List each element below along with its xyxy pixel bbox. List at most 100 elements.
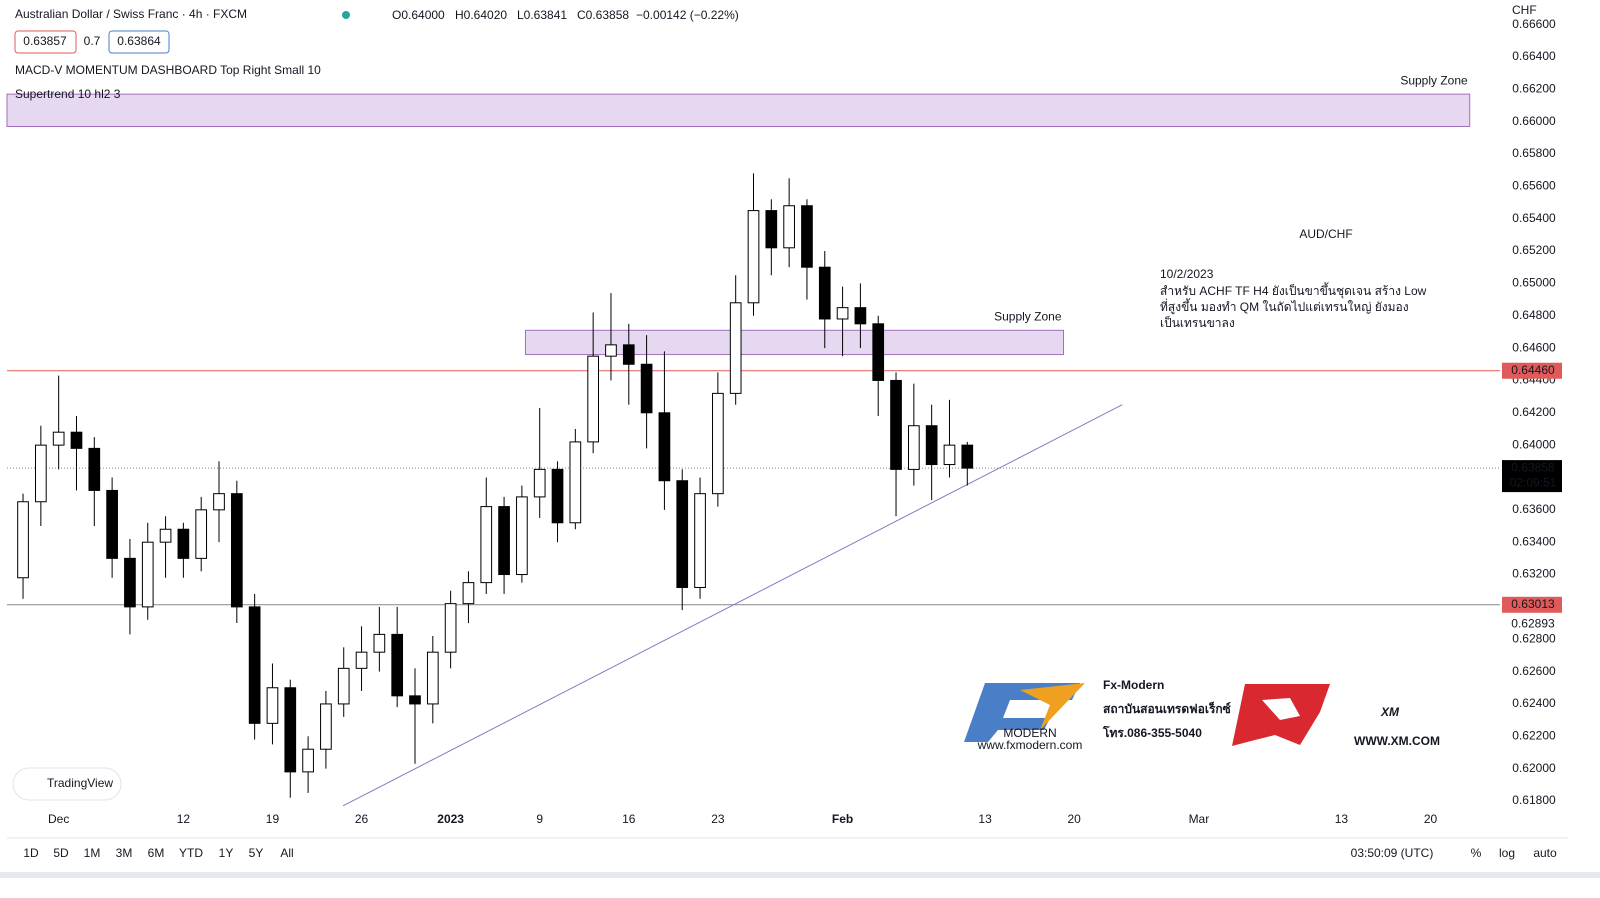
candle-body <box>480 506 493 584</box>
price-label-box <box>1502 596 1562 613</box>
y-tick-label: 0.66400 <box>1512 49 1556 63</box>
annotation-line: เป็นเทรนขาลง <box>1160 315 1235 330</box>
candle-body <box>266 687 279 724</box>
ask-box <box>108 30 170 54</box>
candle-body <box>498 506 510 576</box>
clock[interactable]: 03:50:09 (UTC) <box>1351 846 1434 860</box>
axis-option[interactable]: % <box>1471 846 1482 860</box>
zone-label: Supply Zone <box>994 309 1062 323</box>
fx-name: Fx-Modern <box>1103 678 1164 692</box>
candle-body <box>872 323 885 381</box>
candle-body <box>622 344 635 365</box>
y-tick-label: 0.64200 <box>1512 405 1556 419</box>
bid-box <box>14 30 77 54</box>
x-tick-label: 12 <box>177 812 191 826</box>
candle-body <box>355 651 368 669</box>
candle-body <box>729 302 742 394</box>
candle-body <box>88 447 101 491</box>
x-tick-label: 20 <box>1424 812 1438 826</box>
range-button[interactable]: 5D <box>53 846 69 860</box>
xm-url: WWW.XM.COM <box>1354 734 1440 748</box>
status-dot <box>342 11 350 19</box>
candle-body <box>462 582 475 605</box>
range-button[interactable]: 3M <box>116 846 133 860</box>
candle-body <box>213 493 225 511</box>
y-tick-label: 0.65400 <box>1512 211 1556 225</box>
countdown-label: 02:09:51 <box>1510 475 1557 489</box>
axis-option[interactable]: log <box>1499 846 1515 860</box>
y-tick-label: 0.63600 <box>1512 502 1556 516</box>
annotation-line: ที่สูงขึ้น มองทำ QM ในถัดไปแต่เทรนใหญ่ ย… <box>1160 298 1409 315</box>
x-tick-label: Dec <box>48 812 69 826</box>
range-button[interactable]: All <box>280 846 293 860</box>
range-button[interactable]: 1M <box>84 846 101 860</box>
y-tick-label: 0.65600 <box>1512 179 1556 193</box>
y-tick-label: 0.62400 <box>1512 696 1556 710</box>
y-tick-label: 0.64000 <box>1512 437 1556 451</box>
candle-body <box>836 307 849 320</box>
indicator-name[interactable]: Supertrend 10 hl2 3 <box>15 87 121 101</box>
range-button[interactable]: YTD <box>179 846 203 860</box>
candle-body <box>783 205 795 249</box>
candle-body <box>248 606 261 724</box>
candle-body <box>230 493 243 608</box>
candle-body <box>890 379 902 470</box>
candle-body <box>694 493 706 588</box>
price-label-box <box>1502 460 1562 493</box>
y-tick-label: 0.65800 <box>1512 146 1556 160</box>
x-tick-label: 23 <box>711 812 725 826</box>
x-tick-label: 13 <box>1335 812 1349 826</box>
candle-body <box>533 468 546 498</box>
candle-body <box>177 528 190 559</box>
ohlc-close: C0.63858 <box>577 8 629 22</box>
annotation-line: สำหรับ ACHF TF H4 ยังเป็นขาขึ้นชุดเจน สร… <box>1160 282 1427 299</box>
y-tick-label: 0.66200 <box>1512 81 1556 95</box>
x-tick-label: 2023 <box>437 812 464 826</box>
candle-body <box>801 205 813 268</box>
x-tick-label: 16 <box>622 812 636 826</box>
x-tick-label: 19 <box>266 812 280 826</box>
indicator-name[interactable]: MACD-V MOMENTUM DASHBOARD Top Right Smal… <box>15 63 321 77</box>
candle-body <box>854 307 867 325</box>
candle-body <box>676 480 689 588</box>
candle-body <box>70 431 83 449</box>
x-tick-label: 13 <box>978 812 992 826</box>
bottom-border <box>0 872 1600 878</box>
xm-logo <box>1232 684 1330 746</box>
candle-body <box>712 392 724 495</box>
range-button[interactable]: 1Y <box>219 846 234 860</box>
fx-url: www.fxmodern.com <box>977 738 1083 752</box>
ohlc-change: −0.00142 (−0.22%) <box>636 8 739 22</box>
candle-body <box>106 489 118 559</box>
candle-body <box>159 528 172 543</box>
range-button[interactable]: 1D <box>23 846 39 860</box>
zone-label: Supply Zone <box>1400 73 1468 87</box>
candle-body <box>961 444 974 469</box>
y-tick-label: 0.62800 <box>1512 631 1556 645</box>
bid-price: 0.63857 <box>23 34 67 48</box>
axis-option[interactable]: auto <box>1533 846 1557 860</box>
candle-body <box>818 266 831 320</box>
range-button[interactable]: 5Y <box>249 846 264 860</box>
candle-body <box>141 541 154 608</box>
candle-body <box>640 363 653 414</box>
ohlc-low: L0.63841 <box>517 8 567 22</box>
candle-body <box>908 425 920 470</box>
candle-body <box>52 431 65 446</box>
range-button[interactable]: 6M <box>148 846 165 860</box>
y-tick-label: 0.62000 <box>1512 761 1556 775</box>
fx-phone: โทร.086-355-5040 <box>1102 725 1202 740</box>
candle-body <box>551 468 564 524</box>
price-label: 0.62893 <box>1511 616 1555 630</box>
x-tick-label: 9 <box>536 812 543 826</box>
candle-body <box>284 687 297 773</box>
candle-body <box>444 603 457 653</box>
candle-body <box>17 501 29 579</box>
fx-logo-text: MODERN <box>1003 726 1056 740</box>
trendline <box>342 404 1123 807</box>
candle-body <box>569 441 582 524</box>
candle-body <box>195 509 208 559</box>
candle-body <box>658 412 671 482</box>
y-tick-label: 0.62600 <box>1512 664 1556 678</box>
annotation-title: AUD/CHF <box>1299 227 1352 241</box>
